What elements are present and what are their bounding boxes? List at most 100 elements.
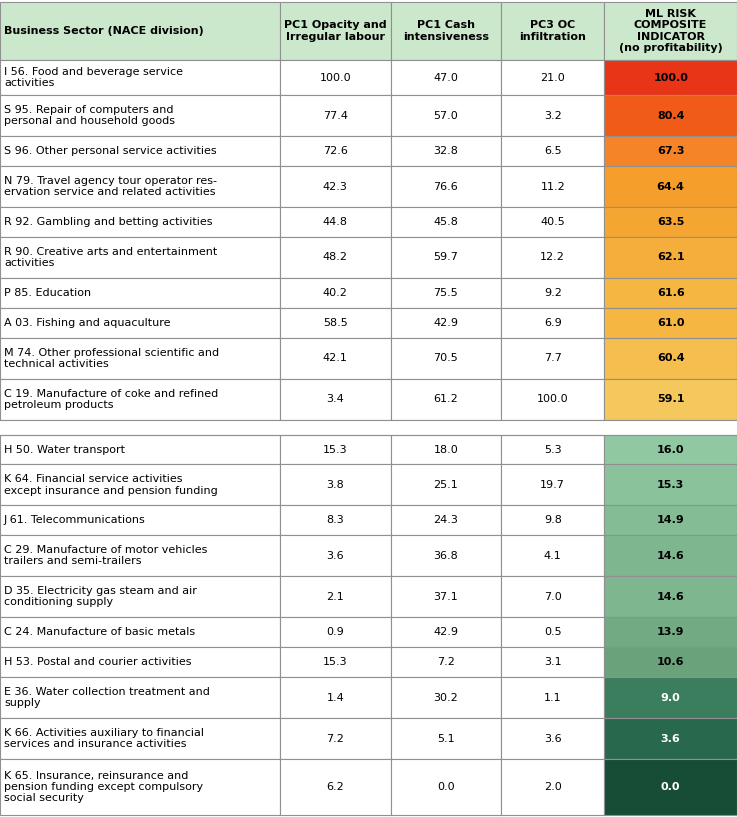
Bar (280, 2, 391, 60)
Bar (0, 278, 280, 308)
Bar (501, 166, 604, 208)
Bar (280, 308, 391, 337)
Text: 6.5: 6.5 (544, 146, 562, 156)
Text: 14.6: 14.6 (657, 551, 685, 560)
Text: 11.2: 11.2 (540, 181, 565, 192)
Text: 80.4: 80.4 (657, 111, 685, 121)
Text: 7.0: 7.0 (544, 592, 562, 602)
Text: 14.6: 14.6 (657, 592, 685, 602)
Text: 61.0: 61.0 (657, 318, 685, 328)
Text: 14.9: 14.9 (657, 516, 685, 525)
Text: 8.3: 8.3 (326, 516, 344, 525)
Bar (604, 718, 737, 759)
Bar (391, 136, 501, 166)
Text: 0.0: 0.0 (661, 782, 680, 792)
Text: 59.1: 59.1 (657, 394, 685, 404)
Text: K 64. Financial service activities
except insurance and pension funding: K 64. Financial service activities excep… (4, 475, 217, 496)
Bar (604, 576, 737, 618)
Bar (501, 278, 604, 308)
Bar (391, 166, 501, 208)
Text: 47.0: 47.0 (433, 73, 458, 83)
Text: D 35. Electricity gas steam and air
conditioning supply: D 35. Electricity gas steam and air cond… (4, 587, 197, 607)
Text: 100.0: 100.0 (320, 73, 351, 83)
Text: 75.5: 75.5 (433, 288, 458, 298)
Bar (280, 337, 391, 378)
Bar (280, 759, 391, 815)
Bar (501, 2, 604, 60)
Bar (501, 435, 604, 464)
Bar (604, 166, 737, 208)
Bar (0, 647, 280, 677)
Bar (501, 535, 604, 576)
Bar (0, 208, 280, 237)
Text: PC1 Cash
intensiveness: PC1 Cash intensiveness (403, 20, 489, 42)
Bar (391, 60, 501, 96)
Bar (0, 618, 280, 647)
Text: 60.4: 60.4 (657, 353, 685, 363)
Bar (280, 718, 391, 759)
Text: 0.0: 0.0 (437, 782, 455, 792)
Text: 67.3: 67.3 (657, 146, 685, 156)
Bar (391, 2, 501, 60)
Bar (391, 718, 501, 759)
Text: N 79. Travel agency tour operator res-
ervation service and related activities: N 79. Travel agency tour operator res- e… (4, 176, 217, 197)
Text: 72.6: 72.6 (323, 146, 348, 156)
Bar (280, 208, 391, 237)
Text: C 19. Manufacture of coke and refined
petroleum products: C 19. Manufacture of coke and refined pe… (4, 389, 218, 410)
Text: 76.6: 76.6 (433, 181, 458, 192)
Bar (391, 535, 501, 576)
Bar (0, 535, 280, 576)
Text: 70.5: 70.5 (433, 353, 458, 363)
Text: 15.3: 15.3 (657, 480, 684, 490)
Bar (280, 464, 391, 506)
Text: P 85. Education: P 85. Education (4, 288, 91, 298)
Bar (0, 308, 280, 337)
Bar (0, 337, 280, 378)
Text: 12.2: 12.2 (540, 252, 565, 262)
Bar (501, 506, 604, 535)
Bar (0, 464, 280, 506)
Bar (391, 96, 501, 136)
Bar (280, 96, 391, 136)
Text: R 90. Creative arts and entertainment
activities: R 90. Creative arts and entertainment ac… (4, 247, 217, 268)
Text: M 74. Other professional scientific and
technical activities: M 74. Other professional scientific and … (4, 347, 219, 368)
Text: PC1 Opacity and
Irregular labour: PC1 Opacity and Irregular labour (284, 20, 387, 42)
Bar (391, 506, 501, 535)
Bar (280, 60, 391, 96)
Bar (604, 96, 737, 136)
Text: 0.9: 0.9 (326, 627, 344, 637)
Bar (604, 535, 737, 576)
Bar (391, 378, 501, 420)
Text: 62.1: 62.1 (657, 252, 685, 262)
Text: 42.9: 42.9 (433, 318, 458, 328)
Text: C 24. Manufacture of basic metals: C 24. Manufacture of basic metals (4, 627, 195, 637)
Text: 61.6: 61.6 (657, 288, 685, 298)
Bar (280, 576, 391, 618)
Text: 5.3: 5.3 (544, 444, 562, 454)
Text: 40.5: 40.5 (540, 217, 565, 227)
Bar (0, 718, 280, 759)
Bar (280, 435, 391, 464)
Text: 77.4: 77.4 (323, 111, 348, 121)
Bar (391, 337, 501, 378)
Bar (604, 2, 737, 60)
Text: PC3 OC
infiltration: PC3 OC infiltration (520, 20, 586, 42)
Text: 3.4: 3.4 (326, 394, 344, 404)
Bar (391, 576, 501, 618)
Text: 3.8: 3.8 (326, 480, 344, 490)
Bar (501, 464, 604, 506)
Bar (501, 96, 604, 136)
Text: 40.2: 40.2 (323, 288, 348, 298)
Text: S 95. Repair of computers and
personal and household goods: S 95. Repair of computers and personal a… (4, 105, 175, 127)
Bar (604, 337, 737, 378)
Text: 16.0: 16.0 (657, 444, 685, 454)
Text: 1.4: 1.4 (326, 693, 344, 703)
Bar (501, 308, 604, 337)
Bar (280, 535, 391, 576)
Text: 18.0: 18.0 (433, 444, 458, 454)
Text: 57.0: 57.0 (433, 111, 458, 121)
Bar (501, 647, 604, 677)
Bar (0, 60, 280, 96)
Bar (280, 136, 391, 166)
Text: 7.2: 7.2 (437, 657, 455, 667)
